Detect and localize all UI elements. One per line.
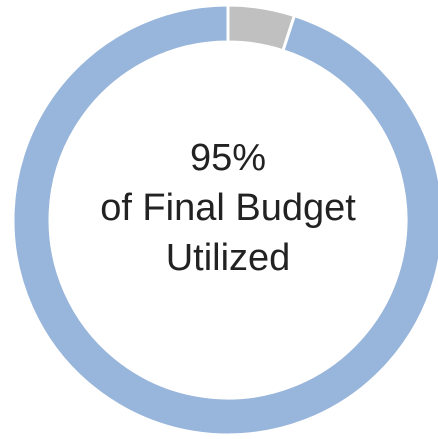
donut-segment — [11, 3, 438, 437]
donut — [11, 3, 438, 437]
center-text: of Final Budget — [100, 187, 356, 229]
center-text: Utilized — [166, 237, 291, 279]
center-value: 95% — [190, 137, 266, 179]
